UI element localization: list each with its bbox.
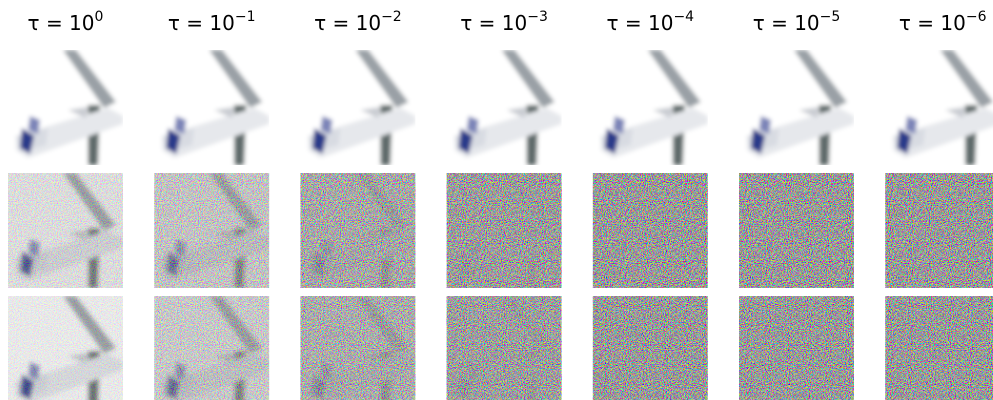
noisy-image xyxy=(739,296,854,400)
noisy-image xyxy=(593,296,708,400)
original-image xyxy=(593,50,708,165)
reconstructed-image xyxy=(885,173,993,288)
noisy-image xyxy=(447,296,562,400)
column-header: τ = 10−6 xyxy=(899,9,987,35)
reconstructed-image xyxy=(739,173,854,288)
noisy-image xyxy=(885,296,993,400)
figure: τ = 100 τ = 10−1 τ = 10−2 τ = 10−3 τ = 10−4 τ… xyxy=(0,0,993,400)
column-header: τ = 100 xyxy=(28,9,104,35)
column-header: τ = 10−1 xyxy=(168,9,256,35)
reconstructed-image xyxy=(593,173,708,288)
original-image xyxy=(300,50,415,165)
column-header: τ = 10−3 xyxy=(460,9,548,35)
column-header: τ = 10−4 xyxy=(606,9,694,35)
reconstructed-image xyxy=(447,173,562,288)
column-header: τ = 10−5 xyxy=(753,9,841,35)
original-image xyxy=(447,50,562,165)
reconstructed-image xyxy=(8,173,123,288)
noisy-image xyxy=(154,296,269,400)
reconstructed-image xyxy=(154,173,269,288)
image-grid xyxy=(8,50,993,400)
original-image xyxy=(8,50,123,165)
column-header: τ = 10−2 xyxy=(314,9,402,35)
noisy-image xyxy=(300,296,415,400)
original-image xyxy=(154,50,269,165)
noisy-image xyxy=(8,296,123,400)
reconstructed-image xyxy=(300,173,415,288)
original-image xyxy=(885,50,993,165)
original-image xyxy=(739,50,854,165)
